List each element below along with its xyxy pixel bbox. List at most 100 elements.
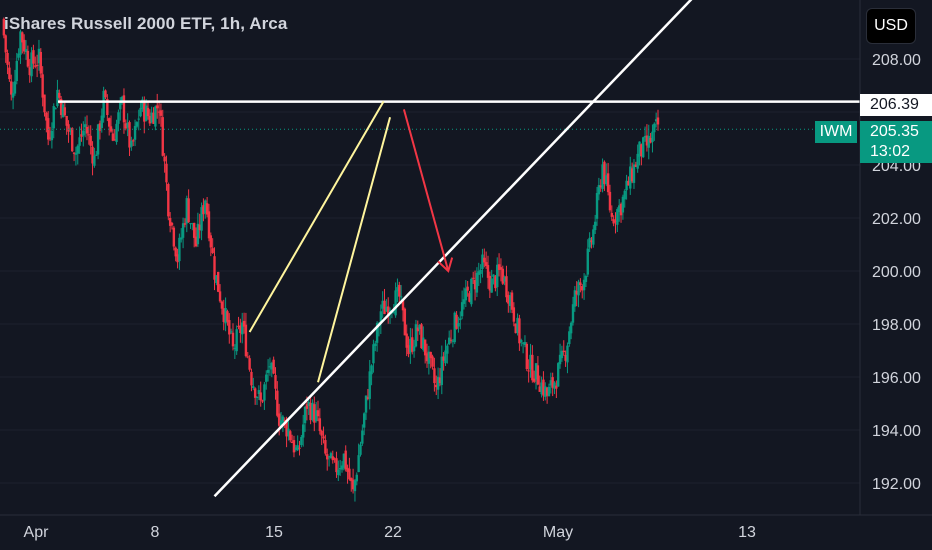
candle-down	[58, 92, 61, 98]
candle-up	[629, 166, 632, 189]
candle-up	[307, 401, 310, 407]
candle-up	[56, 89, 59, 107]
candle-up	[270, 362, 273, 370]
candle-down	[348, 468, 351, 480]
candle-down	[198, 224, 201, 231]
candle-down	[610, 213, 614, 217]
candle-down	[213, 256, 216, 280]
candle-down	[244, 324, 248, 357]
candle-down	[122, 95, 126, 123]
candle-down	[640, 144, 643, 157]
candle-up	[571, 304, 575, 323]
candle-up	[540, 382, 543, 395]
candle-up	[224, 307, 227, 324]
candle-down	[192, 222, 196, 238]
candle-up	[446, 345, 449, 354]
candle-down	[501, 268, 504, 284]
candle-down	[176, 254, 179, 263]
candle-up	[78, 137, 81, 146]
candle-up	[453, 312, 456, 343]
currency-button[interactable]: USD	[866, 8, 916, 44]
candle-down	[431, 356, 434, 367]
candle-down	[435, 384, 438, 388]
candle-down	[220, 301, 224, 309]
candle-down	[590, 240, 593, 243]
candle-up	[340, 465, 344, 470]
candle-down	[411, 337, 414, 352]
candle-up	[15, 60, 18, 81]
candle-up	[534, 363, 538, 380]
candle-up	[451, 340, 455, 342]
candle-up	[17, 53, 20, 58]
candle-down	[318, 418, 322, 432]
candle-up	[375, 322, 379, 343]
candle-up	[189, 223, 192, 225]
candle-down	[442, 356, 445, 361]
candle-down	[542, 379, 545, 396]
candle-down	[483, 257, 486, 263]
candle-up	[137, 118, 140, 120]
candle-up	[13, 81, 17, 94]
candle-up	[54, 108, 57, 110]
candle-up	[436, 376, 440, 390]
candle-up	[414, 324, 418, 347]
candle-up	[440, 356, 443, 386]
candle-down	[217, 271, 220, 292]
candle-down	[531, 354, 534, 381]
candle-up	[268, 366, 272, 368]
candle-down	[259, 392, 262, 401]
candle-down	[630, 168, 634, 182]
candle-down	[532, 378, 536, 382]
candle-down	[346, 467, 349, 472]
candle-down	[484, 262, 488, 266]
candle-down	[510, 292, 514, 310]
candle-down	[473, 279, 477, 290]
candle-up	[557, 363, 560, 387]
chart-title: iShares Russell 2000 ETF, 1h, Arca	[4, 14, 288, 33]
x-tick-label: 22	[384, 524, 402, 541]
candle-up	[200, 207, 203, 231]
candle-up	[653, 123, 656, 133]
candle-up	[342, 453, 346, 468]
candle-up	[636, 153, 639, 169]
candle-down	[505, 276, 508, 298]
candle-up	[569, 322, 573, 334]
candle-up	[337, 469, 340, 476]
candle-up	[178, 237, 181, 262]
candle-up	[621, 196, 625, 213]
candle-up	[582, 279, 586, 291]
candle-down	[309, 402, 312, 421]
candle-up	[370, 365, 373, 375]
candle-down	[209, 235, 213, 248]
candle-up	[69, 130, 72, 132]
candle-down	[10, 81, 13, 95]
candle-down	[575, 290, 578, 295]
last-price-tag: 205.35 13:02	[860, 121, 932, 163]
candle-up	[444, 350, 447, 364]
candle-up	[311, 402, 314, 420]
candle-up	[191, 223, 194, 225]
candle-down	[283, 419, 286, 421]
candle-up	[141, 99, 144, 109]
support-trendline	[213, 0, 693, 498]
candle-up	[181, 223, 185, 238]
candle-down	[91, 146, 94, 164]
candle-up	[139, 107, 142, 117]
candle-down	[627, 181, 630, 186]
candle-down	[350, 478, 353, 482]
candle-up	[643, 136, 647, 138]
arrow-head	[437, 257, 454, 273]
candle-down	[239, 325, 242, 333]
candle-up	[300, 436, 303, 446]
candle-down	[538, 386, 541, 392]
candle-up	[601, 164, 604, 189]
candle-down	[581, 286, 584, 291]
candle-down	[298, 447, 301, 449]
candle-down	[21, 32, 24, 43]
last-price: 205.35	[870, 123, 919, 140]
candle-down	[231, 332, 235, 347]
candle-up	[381, 300, 384, 309]
candle-up	[654, 119, 658, 122]
candle-up	[144, 105, 148, 121]
